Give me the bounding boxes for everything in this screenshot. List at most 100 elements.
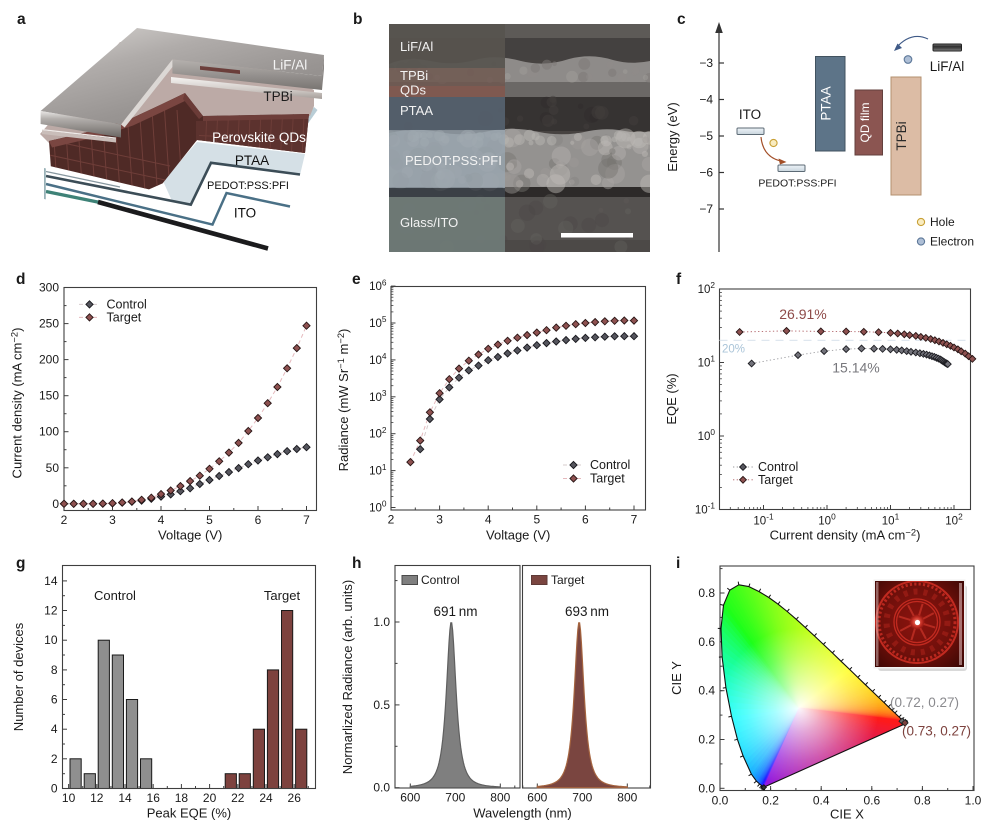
svg-text:10: 10 — [62, 791, 76, 805]
svg-text:693 nm: 693 nm — [565, 604, 609, 619]
svg-text:−5: −5 — [699, 129, 713, 143]
svg-text:Target: Target — [590, 472, 625, 486]
svg-text:Current density (mA cm−2): Current density (mA cm−2) — [9, 328, 25, 479]
svg-text:0.6: 0.6 — [863, 794, 880, 808]
svg-text:26: 26 — [288, 791, 302, 805]
svg-text:2: 2 — [388, 513, 395, 527]
svg-text:700: 700 — [572, 791, 592, 805]
svg-text:a: a — [17, 11, 26, 28]
svg-text:0.6: 0.6 — [698, 635, 715, 649]
svg-text:4: 4 — [51, 722, 58, 736]
svg-text:250: 250 — [39, 317, 59, 331]
svg-text:0.2: 0.2 — [698, 733, 715, 747]
svg-text:b: b — [353, 11, 362, 28]
svg-text:PEDOT:PSS:PFI: PEDOT:PSS:PFI — [758, 178, 836, 190]
svg-text:TPBi: TPBi — [400, 68, 428, 83]
svg-text:4: 4 — [158, 513, 165, 527]
svg-text:Wavelength (nm): Wavelength (nm) — [473, 806, 572, 821]
svg-text:0.0: 0.0 — [712, 794, 729, 808]
svg-text:EQE (%): EQE (%) — [664, 373, 679, 424]
svg-text:(0.72, 0.27): (0.72, 0.27) — [890, 695, 959, 710]
svg-text:Voltage (V): Voltage (V) — [486, 528, 550, 543]
svg-text:LiF/Al: LiF/Al — [930, 59, 965, 74]
svg-text:2: 2 — [51, 752, 58, 766]
svg-text:0.0: 0.0 — [373, 781, 390, 795]
svg-text:Control: Control — [107, 298, 147, 312]
svg-text:−6: −6 — [699, 166, 713, 180]
svg-text:50: 50 — [46, 461, 60, 475]
svg-text:PTAA: PTAA — [819, 86, 834, 120]
svg-text:10: 10 — [44, 633, 58, 647]
svg-text:Electron: Electron — [930, 235, 974, 249]
svg-text:Radiance (mW Sr−1 m−2): Radiance (mW Sr−1 m−2) — [335, 329, 351, 472]
svg-text:ITO: ITO — [234, 206, 256, 221]
svg-text:14: 14 — [44, 574, 58, 588]
svg-text:0: 0 — [52, 497, 59, 511]
svg-text:16: 16 — [147, 791, 161, 805]
svg-text:0.8: 0.8 — [914, 794, 931, 808]
svg-text:0.2: 0.2 — [762, 794, 779, 808]
svg-text:18: 18 — [175, 791, 189, 805]
svg-text:20%: 20% — [722, 344, 745, 356]
svg-text:(0.73, 0.27): (0.73, 0.27) — [902, 724, 971, 739]
svg-text:Normarlized Radiance (arb. uni: Normarlized Radiance (arb. units) — [340, 580, 355, 774]
svg-text:Glass/ITO: Glass/ITO — [400, 215, 458, 230]
svg-text:6: 6 — [582, 513, 589, 527]
svg-text:h: h — [352, 555, 361, 572]
svg-text:PEDOT:PSS:PFI: PEDOT:PSS:PFI — [405, 153, 502, 168]
svg-text:3: 3 — [109, 513, 116, 527]
svg-text:1.0: 1.0 — [965, 794, 982, 808]
svg-text:3: 3 — [436, 513, 443, 527]
svg-text:Number of devices: Number of devices — [11, 622, 26, 731]
svg-text:Target: Target — [551, 573, 585, 587]
svg-text:600: 600 — [400, 791, 420, 805]
svg-text:d: d — [16, 271, 25, 288]
svg-text:Peak EQE (%): Peak EQE (%) — [147, 806, 232, 821]
svg-text:Target: Target — [107, 311, 142, 325]
svg-text:Hole: Hole — [930, 215, 955, 229]
svg-text:QD film: QD film — [858, 103, 872, 143]
svg-text:700: 700 — [445, 791, 465, 805]
svg-text:Energy (eV): Energy (eV) — [665, 102, 680, 171]
svg-text:691 nm: 691 nm — [434, 604, 478, 619]
svg-text:Control: Control — [94, 588, 136, 603]
svg-text:0.8: 0.8 — [698, 586, 715, 600]
svg-text:22: 22 — [231, 791, 245, 805]
svg-text:Control: Control — [590, 458, 630, 472]
svg-text:LiF/Al: LiF/Al — [273, 58, 308, 73]
svg-text:7: 7 — [303, 513, 310, 527]
svg-text:12: 12 — [90, 791, 104, 805]
svg-text:8: 8 — [51, 663, 58, 677]
svg-text:i: i — [676, 555, 680, 572]
svg-text:20: 20 — [203, 791, 217, 805]
svg-text:6: 6 — [255, 513, 262, 527]
svg-text:−4: −4 — [699, 93, 713, 107]
svg-text:LiF/Al: LiF/Al — [400, 39, 433, 54]
svg-text:−7: −7 — [699, 202, 713, 216]
svg-text:6: 6 — [51, 693, 58, 707]
svg-text:ITO: ITO — [739, 107, 761, 122]
svg-text:0.0: 0.0 — [698, 781, 715, 795]
svg-text:PTAA: PTAA — [235, 153, 269, 168]
svg-text:1.0: 1.0 — [373, 615, 390, 629]
svg-text:0: 0 — [51, 782, 58, 796]
svg-text:Target: Target — [264, 588, 301, 603]
svg-text:PEDOT:PSS:PFI: PEDOT:PSS:PFI — [207, 180, 289, 192]
svg-text:800: 800 — [490, 791, 510, 805]
svg-text:150: 150 — [39, 389, 59, 403]
svg-text:200: 200 — [39, 353, 59, 367]
svg-text:CIE Y: CIE Y — [669, 661, 684, 695]
svg-text:2: 2 — [61, 513, 68, 527]
svg-text:−3: −3 — [699, 56, 713, 70]
svg-text:24: 24 — [259, 791, 273, 805]
svg-text:12: 12 — [44, 604, 58, 618]
svg-text:0.5: 0.5 — [373, 698, 390, 712]
svg-text:TPBi: TPBi — [894, 121, 909, 150]
svg-text:300: 300 — [39, 281, 59, 295]
svg-text:5: 5 — [533, 513, 540, 527]
svg-text:QDs: QDs — [400, 83, 427, 98]
svg-text:15.14%: 15.14% — [832, 360, 879, 376]
svg-text:100: 100 — [39, 425, 59, 439]
svg-text:f: f — [676, 271, 682, 288]
svg-text:Voltage (V): Voltage (V) — [158, 528, 222, 543]
